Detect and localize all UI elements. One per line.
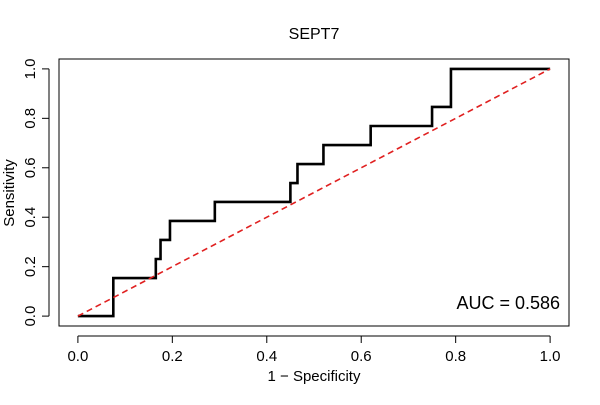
y-tick-label: 1.0 xyxy=(22,58,39,79)
y-axis: 0.0 0.2 0.4 0.6 0.8 1.0 xyxy=(22,58,50,327)
auc-annotation: AUC = 0.586 xyxy=(456,293,560,313)
x-axis-label: 1 − Specificity xyxy=(268,368,361,385)
y-tick-label: 0.2 xyxy=(22,256,39,277)
y-tick-label: 0.8 xyxy=(22,108,39,129)
y-axis-label: Sensitivity xyxy=(1,159,18,227)
x-tick-label: 1.0 xyxy=(540,348,561,365)
y-tick-label: 0.0 xyxy=(22,306,39,327)
roc-curve-line xyxy=(77,67,551,318)
x-tick-label: 0.4 xyxy=(256,348,277,365)
plot-frame xyxy=(58,58,570,327)
y-tick-label: 0.6 xyxy=(22,157,39,178)
x-tick-label: 0.6 xyxy=(351,348,372,365)
x-tick-label: 0.0 xyxy=(67,348,88,365)
x-tick-label: 0.2 xyxy=(162,348,183,365)
series-layer xyxy=(77,67,551,318)
chart-title: SEPT7 xyxy=(289,26,340,43)
x-tick-label: 0.8 xyxy=(445,348,466,365)
x-axis: 0.0 0.2 0.4 0.6 0.8 1.0 xyxy=(67,335,561,365)
reference-diagonal-line xyxy=(77,68,551,317)
y-tick-label: 0.4 xyxy=(22,207,39,228)
